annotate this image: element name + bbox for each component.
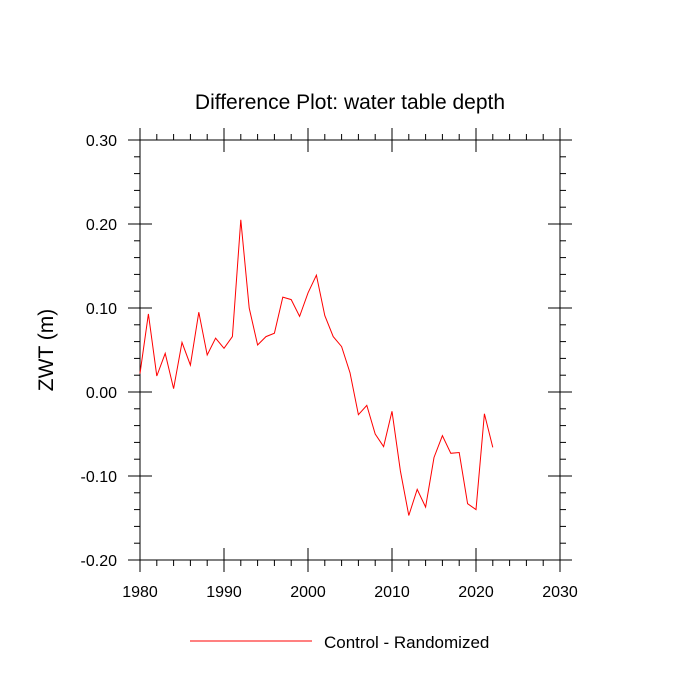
x-tick-label: 2030 — [542, 584, 578, 601]
x-tick-label: 2000 — [290, 584, 326, 601]
y-tick-label: 0.30 — [86, 133, 117, 150]
axis-ticks — [128, 128, 572, 572]
y-axis-label: ZWT (m) — [35, 309, 58, 391]
x-tick-label: 2010 — [374, 584, 410, 601]
y-tick-label: 0.20 — [86, 217, 117, 234]
x-tick-label: 2020 — [458, 584, 494, 601]
y-tick-label: -0.10 — [81, 469, 118, 486]
series-line — [139, 219, 494, 516]
y-tick-label: 0.00 — [86, 385, 117, 402]
plot-frame — [139, 139, 561, 561]
chart-title: Difference Plot: water table depth — [195, 91, 505, 114]
x-tick-label: 1980 — [122, 584, 158, 601]
x-tick-label: 1990 — [206, 584, 242, 601]
series-group — [139, 219, 494, 516]
legend-label: Control - Randomized — [324, 633, 489, 652]
y-tick-label: -0.20 — [81, 553, 118, 570]
y-tick-label: 0.10 — [86, 301, 117, 318]
tick-labels: 1980 1990 2000 2010 2020 2030 -0.20 -0.10 0.00 0.… — [81, 133, 578, 601]
legend: Control - Randomized — [190, 633, 489, 652]
